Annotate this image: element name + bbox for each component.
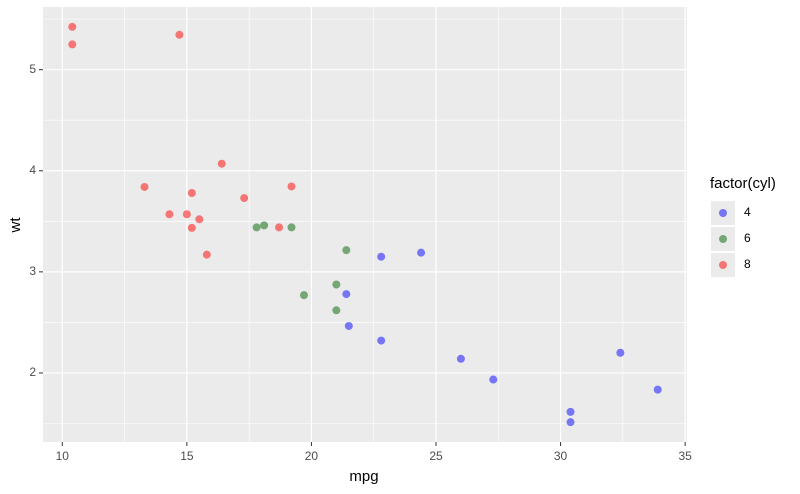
point: [275, 223, 284, 232]
point: [182, 210, 191, 219]
point: [377, 252, 386, 261]
point: [187, 189, 196, 198]
point: [332, 280, 341, 289]
y-tick-label: 5: [29, 62, 36, 76]
point: [332, 306, 341, 315]
point: [456, 354, 465, 363]
x-tick-label: 30: [554, 449, 568, 463]
y-axis-label: wt: [7, 217, 24, 234]
point: [299, 291, 308, 300]
legend-title: factor(cyl): [710, 175, 776, 192]
y-tick-label: 4: [29, 163, 36, 177]
point: [68, 22, 77, 31]
point: [217, 159, 226, 168]
x-tick-label: 15: [180, 449, 194, 463]
point: [344, 321, 353, 330]
point: [252, 223, 261, 232]
point: [653, 385, 662, 394]
point: [68, 40, 77, 49]
x-axis-label: mpg: [349, 468, 378, 485]
x-tick-label: 10: [56, 449, 70, 463]
point: [287, 223, 296, 232]
point: [260, 221, 269, 230]
y-tick-label: 2: [29, 365, 36, 379]
legend-marker: [719, 261, 727, 269]
point: [287, 182, 296, 191]
point: [187, 223, 196, 232]
legend-label: 6: [744, 231, 751, 245]
point: [165, 210, 174, 219]
point: [202, 250, 211, 259]
legend-marker: [719, 235, 727, 243]
point: [489, 375, 498, 384]
point: [377, 336, 386, 345]
point: [342, 290, 351, 299]
point: [342, 246, 351, 255]
legend-label: 4: [744, 205, 751, 219]
panel-background: [43, 7, 687, 442]
point: [417, 248, 426, 257]
point: [566, 407, 575, 416]
x-tick-label: 20: [305, 449, 319, 463]
point: [175, 30, 184, 39]
point: [566, 418, 575, 427]
legend-label: 8: [744, 257, 751, 271]
x-tick-label: 35: [678, 449, 692, 463]
y-tick-label: 3: [29, 264, 36, 278]
point: [195, 215, 204, 224]
legend-marker: [719, 209, 727, 217]
point: [616, 348, 625, 357]
point: [240, 194, 249, 203]
x-tick-label: 25: [429, 449, 443, 463]
point: [140, 182, 149, 191]
